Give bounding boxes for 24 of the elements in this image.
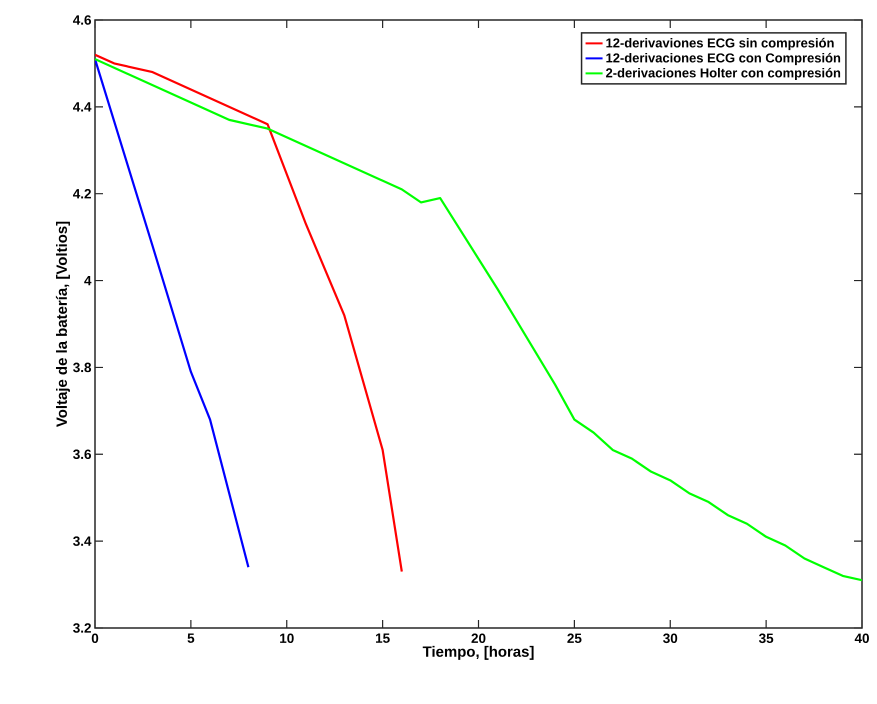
y-tick-label: 4.2: [72, 189, 91, 198]
x-tick-label: 15: [376, 634, 390, 643]
y-tick-label: 3.2: [73, 623, 91, 633]
x-tick-label: 25: [567, 634, 582, 644]
line-series: [95, 58, 250, 568]
x-tick-label: 30: [663, 634, 678, 644]
y-tick-label: 4.4: [72, 102, 92, 112]
y-tick-label: 4.6: [72, 15, 91, 25]
x-tick-label: 20: [471, 634, 486, 644]
x-axis-title: Tiempo, [horas]: [422, 646, 534, 660]
x-tick-label: 10: [280, 634, 294, 644]
y-axis-title: Voltaje de la batería, [Voltios]: [56, 222, 70, 427]
y-tick-label: 3.4: [73, 536, 92, 546]
y-tick-label: 4: [84, 276, 92, 286]
legend-label: 12-derivaciones ECG con Compresión: [606, 52, 840, 66]
y-tick-label: 3.8: [73, 362, 92, 372]
x-tick-label: 0: [92, 634, 98, 644]
x-tick-label: 40: [854, 634, 869, 644]
legend-label: 2-derivaciones Holter con compresión: [606, 68, 840, 80]
legend-label: 12-derivaviones ECG sin compresión: [606, 38, 834, 50]
x-tick-label: 35: [758, 634, 774, 644]
x-tick-label: 5: [188, 634, 194, 643]
y-tick-label: 3.6: [73, 450, 91, 460]
line-series: [95, 54, 403, 573]
